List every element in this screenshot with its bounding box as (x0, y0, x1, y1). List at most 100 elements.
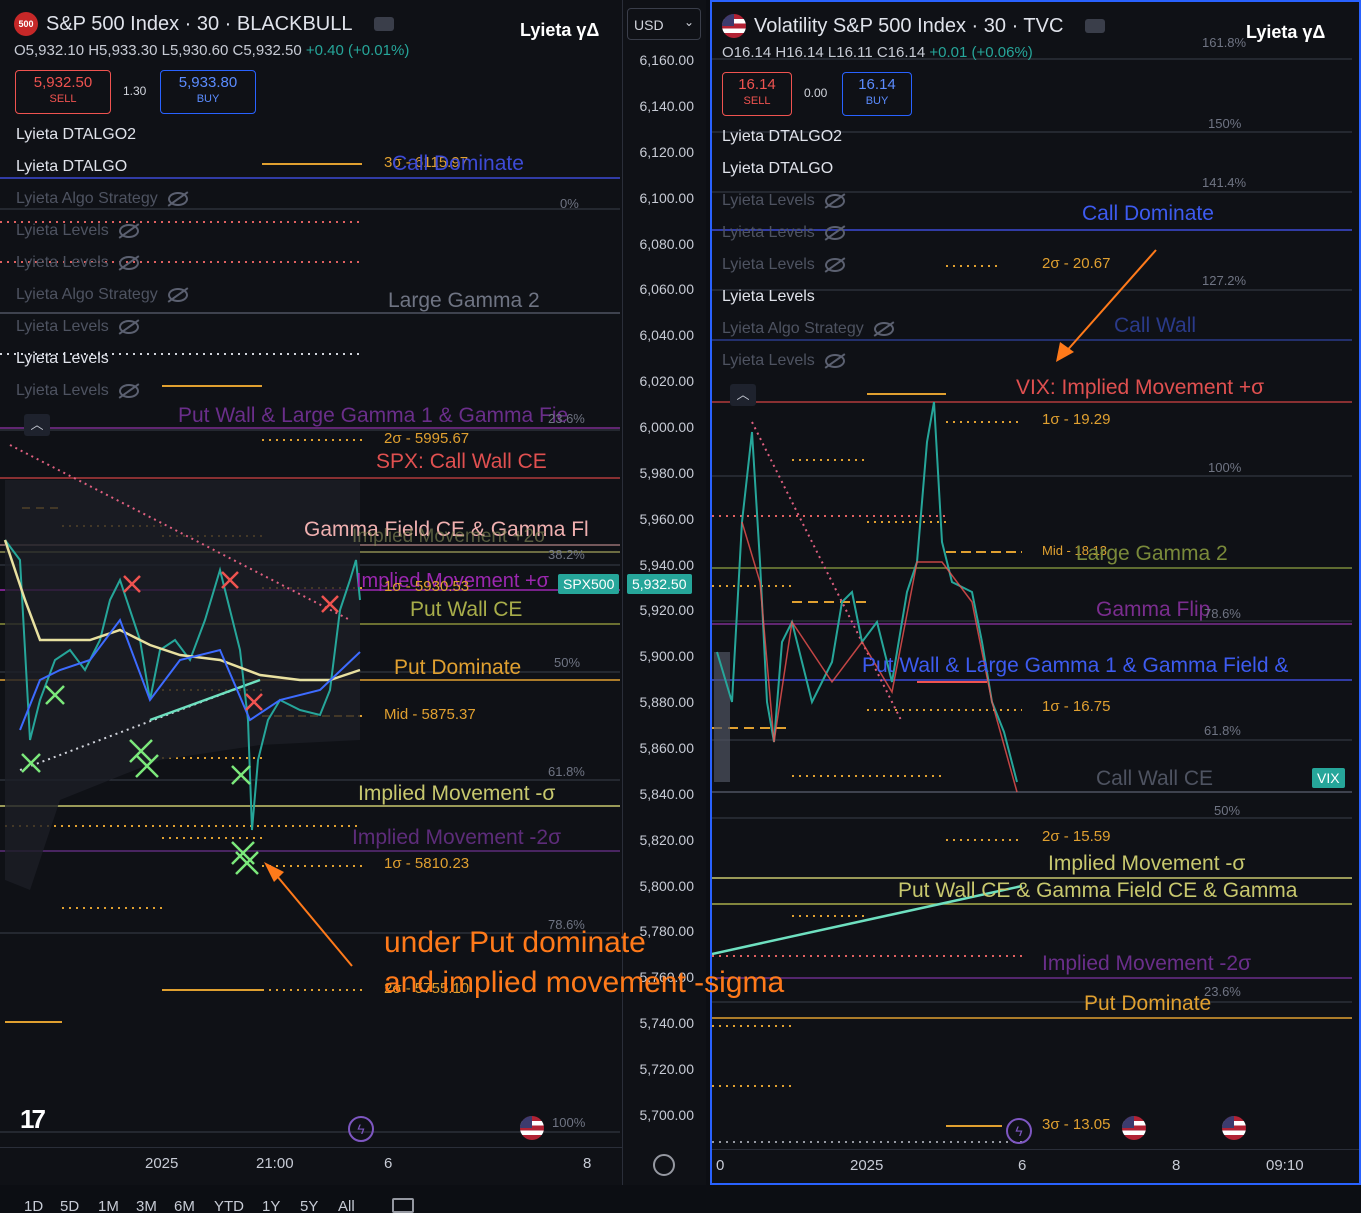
chevron-down-icon: ⌄ (683, 15, 694, 29)
level-1sigma-down: 1σ - 16.75 (1042, 698, 1111, 715)
vix-symbol-tag: VIX (1312, 768, 1345, 788)
range-button-3m[interactable]: 3M (136, 1198, 157, 1213)
fib-label: 50% (554, 655, 581, 670)
indicator-legend-item[interactable]: Lyieta Algo Strategy (16, 286, 188, 304)
lightning-icon[interactable]: ϟ (348, 1116, 374, 1142)
collapse-legend-button[interactable] (1085, 19, 1106, 33)
spx-ohlc: O5,932.10 H5,933.30 L5,930.60 C5,932.50 … (14, 42, 409, 59)
price-axis[interactable]: USD ⌄ 6,160.00 6,140.00 6,120.00 6,100.00… (622, 0, 706, 1185)
spx-chart-pane[interactable]: 500 S&P 500 Index · 30 · BLACKBULL Lyiet… (0, 0, 622, 1185)
vix-sell-button[interactable]: 16.14 SELL (722, 72, 792, 116)
indicator-legend-item[interactable]: Lyieta Levels (722, 224, 845, 242)
hidden-eye-icon[interactable] (824, 225, 845, 240)
range-button-ytd[interactable]: YTD (214, 1198, 244, 1213)
collapse-legend-button[interactable] (374, 17, 395, 31)
y-axis-tick: 5,960.00 (639, 511, 695, 527)
indicator-legend-item[interactable]: Lyieta Algo Strategy (16, 190, 188, 208)
range-toolbar (0, 1188, 1361, 1213)
spx-sell-label: SELL (49, 93, 77, 105)
indicator-legend-item[interactable]: Lyieta Levels (722, 256, 845, 274)
indicator-legend-item[interactable]: Lyieta Levels (16, 350, 109, 367)
level-implied-plus-sigma: Implied Movement +σ (356, 570, 549, 592)
indicator-legend-item[interactable]: Lyieta Algo Strategy (722, 320, 894, 338)
vix-chart-pane[interactable]: Volatility S&P 500 Index · 30 · TVC Lyie… (710, 0, 1361, 1185)
us-flag-icon[interactable] (520, 1116, 544, 1140)
hidden-eye-icon[interactable] (824, 353, 845, 368)
calendar-icon[interactable] (392, 1198, 414, 1213)
indicator-legend-item[interactable]: Lyieta Levels (16, 222, 139, 240)
us-flag-icon[interactable] (1222, 1116, 1246, 1140)
level-put-wall-ce: Put Wall CE (410, 598, 523, 621)
us-flag-icon[interactable] (1122, 1116, 1146, 1140)
spx-sell-button[interactable]: 5,932.50 SELL (15, 70, 111, 114)
level-1sigma-down: 1σ - 5810.23 (384, 855, 470, 872)
spx-symbol-header[interactable]: 500 S&P 500 Index · 30 · BLACKBULL (14, 12, 395, 36)
hidden-eye-icon[interactable] (118, 383, 139, 398)
level-put-wall-ce-gamma: Put Wall CE & Gamma Field CE & Gamma (898, 879, 1298, 902)
chevron-up-icon[interactable]: ︿ (24, 414, 50, 436)
y-axis-tick: 5,700.00 (639, 1107, 695, 1123)
level-2sigma-down: 2σ - 5755.10 (384, 980, 470, 997)
hidden-eye-icon[interactable] (824, 257, 845, 272)
level-vix-implied-plus: VIX: Implied Movement +σ (1016, 376, 1265, 399)
lightning-icon[interactable]: ϟ (1006, 1118, 1032, 1144)
currency-label: USD (634, 17, 664, 33)
y-axis-tick: 5,740.00 (639, 1015, 695, 1031)
range-button-all[interactable]: All (338, 1198, 355, 1213)
level-call-dominate: Call Dominate (1082, 202, 1214, 225)
y-axis-tick: 6,140.00 (639, 98, 695, 114)
range-button-5y[interactable]: 5Y (300, 1198, 319, 1213)
indicator-label: Lyieta Algo Strategy (16, 190, 158, 207)
vix-chart-canvas (712, 58, 1352, 1143)
y-axis-tick: 5,860.00 (639, 740, 695, 756)
chevron-up-icon[interactable]: ︿ (730, 384, 756, 406)
indicator-label: Lyieta Levels (722, 192, 815, 209)
tradingview-logo-icon[interactable]: 17 (20, 1104, 46, 1134)
hidden-eye-icon[interactable] (873, 321, 894, 336)
indicator-legend-item[interactable]: Lyieta DTALGO2 (722, 128, 843, 145)
y-axis-tick: 5,820.00 (639, 832, 695, 848)
spx-buy-button[interactable]: 5,933.80 BUY (160, 70, 256, 114)
indicator-legend-item[interactable]: Lyieta Levels (16, 382, 139, 400)
fib-label: 78.6% (1204, 606, 1241, 621)
spx-symbol-title[interactable]: S&P 500 Index · 30 · BLACKBULL (46, 12, 353, 35)
y-axis-tick: 5,760.00 (639, 969, 695, 985)
x-axis-tick: 2025 (145, 1155, 179, 1172)
hidden-eye-icon[interactable] (824, 193, 845, 208)
indicator-label: Lyieta Algo Strategy (16, 286, 158, 303)
vix-symbol-header[interactable]: Volatility S&P 500 Index · 30 · TVC (722, 14, 1106, 38)
indicator-legend-item[interactable]: Lyieta Levels (722, 352, 845, 370)
range-button-6m[interactable]: 6M (174, 1198, 195, 1213)
currency-select[interactable]: USD ⌄ (627, 8, 701, 40)
hidden-eye-icon[interactable] (118, 319, 139, 334)
vix-buy-button[interactable]: 16.14 BUY (842, 72, 912, 116)
hidden-eye-icon[interactable] (167, 191, 188, 206)
level-mid: Mid - 5875.37 (384, 706, 476, 723)
time-axis-divider (712, 1149, 1359, 1150)
indicator-legend-item[interactable]: Lyieta DTALGO2 (16, 126, 137, 143)
level-implied-minus-sigma: Implied Movement -σ (1048, 852, 1246, 875)
hidden-eye-icon[interactable] (118, 223, 139, 238)
hidden-eye-icon[interactable] (118, 255, 139, 270)
y-axis-tick: 5,780.00 (639, 923, 695, 939)
indicator-legend-item[interactable]: Lyieta Levels (722, 288, 815, 305)
level-2sigma-up: 2σ - 20.67 (1042, 255, 1111, 272)
indicator-legend-item[interactable]: Lyieta Levels (722, 192, 845, 210)
fib-label: 78.6% (548, 917, 585, 932)
y-axis-tick: 6,160.00 (639, 52, 695, 68)
indicator-legend-item[interactable]: Lyieta DTALGO (16, 158, 128, 175)
indicator-legend-item[interactable]: Lyieta DTALGO (722, 160, 834, 177)
indicator-legend-item[interactable]: Lyieta Levels (16, 318, 139, 336)
vix-sell-label: SELL (743, 95, 771, 107)
range-button-1m[interactable]: 1M (98, 1198, 119, 1213)
settings-gear-icon[interactable] (653, 1154, 675, 1176)
vix-symbol-title[interactable]: Volatility S&P 500 Index · 30 · TVC (754, 14, 1064, 37)
spx-spread: 1.30 (123, 84, 147, 98)
hidden-eye-icon[interactable] (167, 287, 188, 302)
indicator-legend-item[interactable]: Lyieta Levels (16, 254, 139, 272)
annotation-line-2: and implied movement -sigma (384, 966, 785, 999)
vix-buy-price: 16.14 (858, 76, 896, 93)
range-button-1d[interactable]: 1D (24, 1198, 44, 1213)
range-button-1y[interactable]: 1Y (262, 1198, 281, 1213)
range-button-5d[interactable]: 5D (60, 1198, 80, 1213)
